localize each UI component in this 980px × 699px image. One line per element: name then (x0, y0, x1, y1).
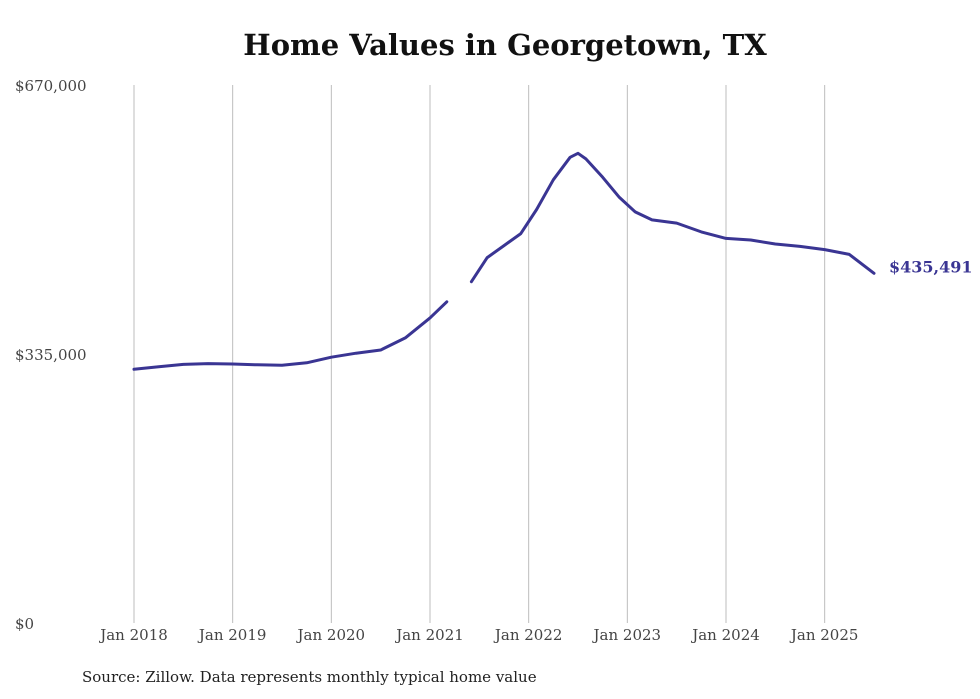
axis-labels: Jan 2018 Jan 2019 Jan 2020 Jan 2021 Jan 2022… (15, 77, 858, 644)
chart-source-note: Source: Zillow. Data represents monthly … (82, 668, 537, 686)
x-tick-label: Jan 2023 (592, 626, 662, 644)
x-tick-label: Jan 2021 (394, 626, 464, 644)
series-line (469, 151, 876, 284)
end-labels: $435,491 (889, 257, 973, 276)
chart-title: Home Values in Georgetown, TX (243, 28, 767, 62)
x-tick-label: Jan 2020 (296, 626, 366, 644)
x-tick-label: Jan 2019 (197, 626, 267, 644)
grid-lines (133, 85, 826, 623)
series-lines (132, 151, 876, 371)
end-value-label: $435,491 (889, 257, 973, 276)
x-tick-label: Jan 2025 (789, 626, 859, 644)
x-tick-label: Jan 2018 (98, 626, 168, 644)
y-tick-label: $670,000 (15, 77, 87, 95)
y-tick-label: $0 (15, 615, 34, 633)
x-tick-label: Jan 2024 (690, 626, 760, 644)
series-line (132, 300, 449, 371)
y-tick-label: $335,000 (15, 346, 87, 364)
x-tick-label: Jan 2022 (493, 626, 563, 644)
